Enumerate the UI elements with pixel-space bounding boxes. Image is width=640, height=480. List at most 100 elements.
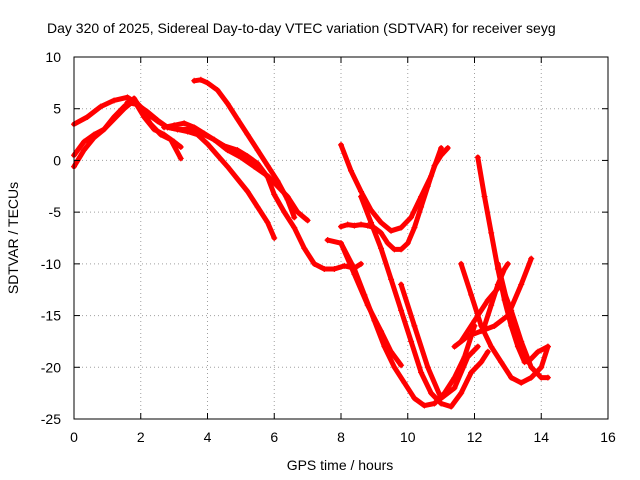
data-point (474, 343, 481, 350)
series-arc-18 (481, 260, 511, 329)
data-point (398, 307, 405, 314)
y-tick-label: 10 (45, 49, 61, 65)
data-point (291, 214, 298, 221)
data-point (438, 400, 445, 407)
data-point (358, 221, 365, 228)
data-point (124, 99, 131, 106)
data-point (184, 128, 191, 135)
data-point (111, 97, 118, 104)
data-point (321, 266, 328, 273)
data-point (378, 229, 385, 236)
data-point (471, 317, 478, 324)
x-tick-label: 0 (70, 429, 78, 445)
data-point (474, 154, 481, 161)
data-point (194, 131, 201, 138)
data-point (221, 142, 228, 149)
data-point (391, 364, 398, 371)
data-point (111, 113, 118, 120)
data-point (444, 145, 451, 152)
series-arc-12 (398, 281, 481, 402)
chart-title: Day 320 of 2025, Sidereal Day-to-day VTE… (47, 20, 556, 36)
y-axis-ticks: 10 5 0 -5 -10 -15 -20 -25 (41, 49, 608, 427)
data-point (201, 130, 208, 137)
data-point (418, 369, 425, 376)
data-point (501, 266, 508, 273)
data-point (234, 176, 241, 183)
series-arc-4 (124, 99, 278, 241)
series-line (358, 194, 491, 410)
data-point (311, 260, 318, 267)
data-point (81, 147, 88, 154)
y-tick-label: -15 (41, 308, 61, 324)
data-point (181, 120, 188, 127)
data-point (514, 338, 521, 345)
data-point (121, 103, 128, 110)
x-tick-label: 12 (467, 429, 483, 445)
data-point (237, 154, 244, 161)
data-point (191, 77, 198, 84)
series-line (495, 261, 551, 365)
data-point (324, 237, 331, 244)
data-point (494, 281, 501, 288)
data-point (131, 95, 138, 102)
data-point (478, 359, 485, 366)
data-point (508, 374, 515, 381)
x-tick-label: 4 (204, 429, 212, 445)
data-point (384, 240, 391, 247)
data-point (411, 322, 418, 329)
data-point (251, 163, 258, 170)
data-point (451, 384, 458, 391)
data-point (398, 246, 405, 253)
data-point (264, 162, 271, 169)
data-point (331, 266, 338, 273)
data-point (301, 245, 308, 252)
data-point (358, 193, 365, 200)
data-point (91, 131, 98, 138)
y-tick-label: 0 (53, 152, 61, 168)
data-point (488, 302, 495, 309)
data-point (177, 155, 184, 162)
data-point (464, 353, 471, 360)
data-point (134, 101, 141, 108)
data-point (408, 338, 415, 345)
x-axis-label: GPS time / hours (287, 457, 394, 473)
data-point (364, 302, 371, 309)
series-line (124, 100, 277, 241)
data-point (538, 374, 545, 381)
data-point (154, 117, 161, 124)
data-point (504, 260, 511, 267)
y-tick-label: -25 (41, 411, 61, 427)
data-point (224, 163, 231, 170)
data-point (418, 203, 425, 210)
x-axis-ticks: 0 2 4 6 8 10 12 14 16 (70, 57, 616, 445)
data-point (281, 209, 288, 216)
data-point (177, 143, 184, 150)
series-arc-8 (338, 141, 445, 234)
x-tick-label: 10 (400, 429, 416, 445)
data-point (491, 322, 498, 329)
data-point (464, 333, 471, 340)
data-point (81, 138, 88, 145)
data-point (167, 136, 174, 143)
data-point (274, 178, 281, 185)
data-point (294, 209, 301, 216)
data-point (544, 374, 551, 381)
data-point (388, 348, 395, 355)
data-point (291, 224, 298, 231)
x-tick-label: 14 (533, 429, 549, 445)
data-point (351, 222, 358, 229)
data-point (534, 348, 541, 355)
data-point (451, 343, 458, 350)
x-tick-label: 16 (600, 429, 616, 445)
data-point (538, 364, 545, 371)
data-point (144, 108, 151, 115)
data-point (544, 343, 551, 350)
data-point (421, 402, 428, 409)
data-point (398, 281, 405, 288)
data-point (408, 214, 415, 221)
data-point (458, 390, 465, 397)
series-arc-6 (191, 76, 298, 221)
y-axis-label: SDTVAR / TECUs (5, 182, 21, 294)
data-point (481, 193, 488, 200)
x-tick-label: 6 (270, 429, 278, 445)
